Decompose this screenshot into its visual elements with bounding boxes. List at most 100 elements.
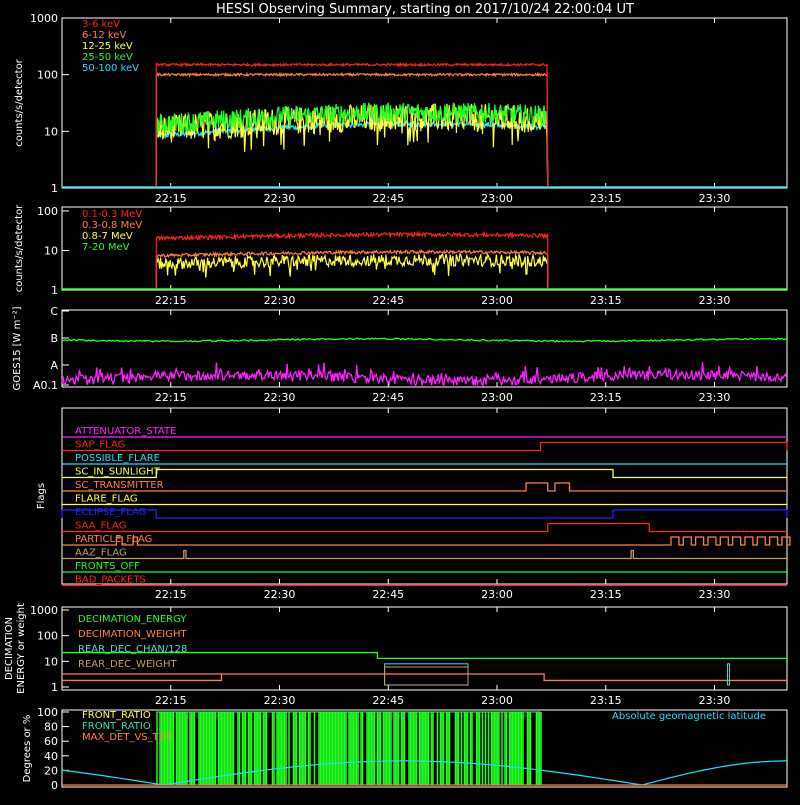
front-ratio-bar xyxy=(445,712,448,785)
flag-label: POSSIBLE_FLARE xyxy=(75,453,160,464)
flag-label: SAP_FLAG xyxy=(75,440,125,451)
y-tick-label: 10 xyxy=(44,655,58,668)
front-ratio-bar xyxy=(330,712,332,785)
front-ratio-bar xyxy=(360,712,362,785)
front-ratio-bar xyxy=(226,712,229,785)
panel4-ylabel: Flags xyxy=(36,483,47,509)
x-tick-label: 23:15 xyxy=(590,391,622,404)
front-ratio-bar xyxy=(478,712,481,785)
series-line-6-12-kev xyxy=(155,71,549,189)
front-ratio-bar xyxy=(288,712,290,785)
front-ratio-bar xyxy=(192,712,194,785)
front-ratio-bar xyxy=(163,712,166,785)
panel6-frame xyxy=(61,709,788,788)
front-ratio-bar xyxy=(249,712,251,785)
x-tick-label: 23:15 xyxy=(590,192,622,205)
front-ratio-bars xyxy=(156,712,542,785)
flag-label: PARTICLE_FLAG xyxy=(75,534,152,545)
front-ratio-bar xyxy=(501,712,503,785)
front-ratio-bar xyxy=(508,712,511,785)
front-ratio-bar xyxy=(331,712,334,785)
front-ratio-bar xyxy=(265,712,268,785)
flag-line-particle-flag xyxy=(62,536,791,546)
front-ratio-bar xyxy=(343,712,346,785)
panel2-frame xyxy=(61,206,788,291)
front-ratio-bar xyxy=(409,712,412,785)
front-ratio-bar xyxy=(237,712,239,785)
front-ratio-bar xyxy=(334,712,337,785)
y-tick-label: 100 xyxy=(37,630,58,643)
flag-label: BAD_PACKETS xyxy=(75,575,146,586)
front-ratio-bar xyxy=(201,712,203,785)
front-ratio-bar xyxy=(333,712,335,785)
front-ratio-bar xyxy=(294,712,296,785)
panel5-frame xyxy=(61,606,788,691)
front-ratio-bar xyxy=(487,712,490,785)
panel1-ylabel: counts/s/detector xyxy=(14,58,25,146)
front-ratio-bar xyxy=(442,712,445,785)
front-ratio-bar xyxy=(279,712,281,785)
front-ratio-bar xyxy=(262,712,265,785)
front-ratio-bar xyxy=(510,712,512,785)
x-tick-label: 23:30 xyxy=(699,694,731,707)
front-ratio-bar xyxy=(342,712,344,785)
x-tick-label: 22:45 xyxy=(372,391,404,404)
front-ratio-bar xyxy=(199,712,202,785)
front-ratio-bar xyxy=(514,712,517,785)
front-ratio-bar xyxy=(423,712,425,785)
front-ratio-bar xyxy=(307,712,310,785)
x-tick-label: 23:00 xyxy=(481,588,513,601)
front-ratio-bar xyxy=(159,712,161,785)
front-ratio-bar xyxy=(384,712,386,785)
front-ratio-bar xyxy=(258,712,260,785)
front-ratio-bar xyxy=(372,712,374,785)
legend-entry: 0.1-0.3 MeV xyxy=(82,209,142,220)
front-ratio-bar xyxy=(520,712,523,785)
panel1-frame xyxy=(61,17,788,189)
front-ratio-bar xyxy=(160,712,163,785)
front-ratio-bar xyxy=(282,712,284,785)
legend-entry: REAR_DEC_WEIGHT xyxy=(78,659,177,670)
front-ratio-bar xyxy=(379,712,382,785)
legend-entry: 3-6 keV xyxy=(82,19,120,30)
front-ratio-bar xyxy=(408,712,410,785)
y-tick-label: 1 xyxy=(51,284,58,297)
y-tick-label: C xyxy=(50,305,58,318)
y-tick-label: 100 xyxy=(37,706,58,719)
front-ratio-bar xyxy=(253,712,256,785)
front-ratio-bar xyxy=(430,712,433,785)
front-ratio-bar xyxy=(202,712,205,785)
front-ratio-bar xyxy=(204,712,206,785)
y-tick-label: 1 xyxy=(51,681,58,694)
x-tick-label: 22:30 xyxy=(264,192,296,205)
x-tick-label: 23:00 xyxy=(481,391,513,404)
front-ratio-bar xyxy=(495,712,497,785)
front-ratio-bar xyxy=(277,712,280,785)
front-ratio-bar xyxy=(403,712,406,785)
front-ratio-bar xyxy=(369,712,371,785)
front-ratio-bar xyxy=(427,712,430,785)
front-ratio-bar xyxy=(229,712,232,785)
flag-line-sc-transmitter xyxy=(62,482,787,492)
front-ratio-bar xyxy=(511,712,514,785)
front-ratio-bar xyxy=(211,712,214,785)
front-ratio-bar xyxy=(490,712,493,785)
legend-entry: 0.3-0.8 MeV xyxy=(82,220,142,231)
y-tick-label: 100 xyxy=(37,69,58,82)
legend-entry: DECIMATION_ENERGY xyxy=(78,614,187,625)
front-ratio-bar xyxy=(373,712,376,785)
front-ratio-bar xyxy=(243,712,245,785)
series-line-decimation-energy xyxy=(62,651,787,660)
front-ratio-bar xyxy=(394,712,397,785)
legend-entry: REAR_DEC_CHAN/128 xyxy=(78,644,187,655)
series-line-goes-long xyxy=(61,337,788,343)
x-tick-label: 23:00 xyxy=(481,294,513,307)
front-ratio-bar xyxy=(393,712,395,785)
y-tick-label: A0.1 xyxy=(33,379,58,392)
front-ratio-bar xyxy=(504,712,506,785)
front-ratio-bar xyxy=(181,712,184,785)
front-ratio-bar xyxy=(355,712,358,785)
front-ratio-bar xyxy=(285,712,287,785)
front-ratio-bar xyxy=(247,712,250,785)
front-ratio-bar xyxy=(397,712,400,785)
